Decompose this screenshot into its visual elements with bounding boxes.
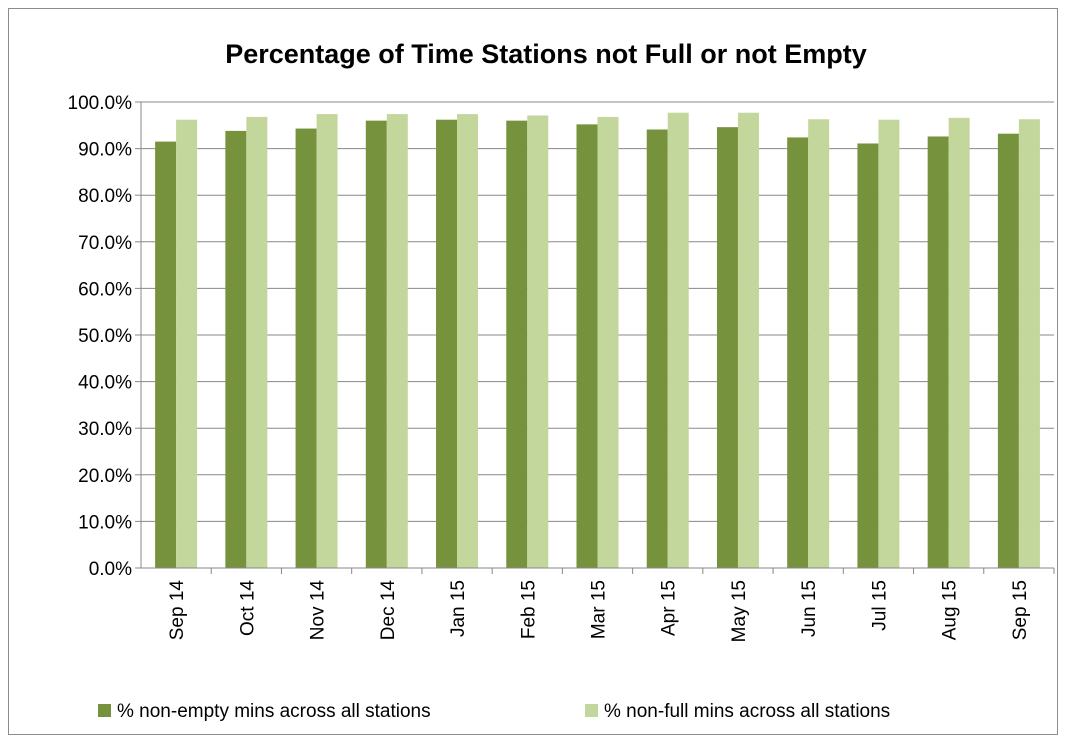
bar-non-full [527, 115, 549, 568]
bar-non-full [1018, 119, 1040, 568]
x-tick-label: Sep 14 [167, 580, 188, 641]
x-tick-label: Sep 15 [1010, 580, 1031, 640]
x-tick-label: Oct 14 [237, 580, 258, 636]
bar-non-empty [506, 120, 528, 568]
y-tick-label: 40.0% [78, 373, 132, 394]
bar-non-full [457, 114, 479, 568]
bar-non-full [737, 112, 759, 568]
x-tick-label: Mar 15 [589, 580, 610, 639]
x-tick-label: Apr 15 [659, 580, 680, 636]
bar-non-empty [646, 129, 668, 568]
y-tick-label: 70.0% [78, 233, 132, 254]
x-tick-label: Feb 15 [518, 580, 539, 639]
y-tick-label: 100.0% [68, 93, 133, 114]
legend-label: % non-empty mins across all stations [117, 701, 431, 722]
bars [155, 112, 1040, 569]
legend-swatch [98, 704, 111, 717]
bar-non-empty [716, 127, 738, 568]
bar-non-empty [787, 137, 809, 568]
bar-non-full [316, 114, 338, 568]
bar-non-full [176, 119, 198, 568]
bar-non-full [878, 119, 900, 568]
y-tick-label: 50.0% [78, 326, 132, 347]
y-tick-label: 10.0% [78, 512, 132, 533]
bar-non-full [246, 116, 268, 569]
y-tick-label: 90.0% [78, 140, 132, 161]
bar-non-full [667, 112, 689, 568]
y-tick-label: 80.0% [78, 186, 132, 207]
bar-non-empty [225, 130, 247, 568]
bar-non-empty [997, 133, 1019, 569]
y-tick-label: 20.0% [78, 466, 132, 487]
bar-non-empty [857, 143, 879, 568]
bar-non-empty [365, 120, 387, 568]
bar-non-empty [927, 136, 949, 568]
legend-label: % non-full mins across all stations [604, 701, 890, 722]
x-tick-label: Jan 15 [448, 580, 469, 637]
bar-non-empty [436, 119, 458, 568]
bar-non-full [948, 117, 970, 569]
bar-non-full [808, 119, 830, 568]
y-tick-label: 60.0% [78, 279, 132, 300]
x-tick-label: Jul 15 [869, 580, 890, 631]
bar-non-full [386, 114, 408, 568]
y-tick-label: 30.0% [78, 419, 132, 440]
bar-non-empty [576, 124, 598, 569]
x-tick-label: Jun 15 [799, 580, 820, 637]
bar-non-empty [295, 128, 317, 568]
legend: % non-empty mins across all stations % no… [98, 701, 890, 722]
x-tick-label: Dec 14 [378, 580, 399, 641]
x-tick-label: Aug 15 [940, 580, 961, 640]
x-tick-label: Nov 14 [308, 580, 329, 641]
y-tick-label: 0.0% [89, 559, 132, 580]
chart-title: Percentage of Time Stations not Full or … [225, 39, 867, 69]
x-tick-label: May 15 [729, 580, 750, 642]
bar-non-full [597, 116, 619, 569]
legend-swatch [585, 704, 598, 717]
bar-non-empty [155, 141, 177, 569]
axes: 0.0% 10.0% 20.0% 30.0% 40.0% 50.0% 60.0% 70.0% 8… [68, 93, 1055, 642]
